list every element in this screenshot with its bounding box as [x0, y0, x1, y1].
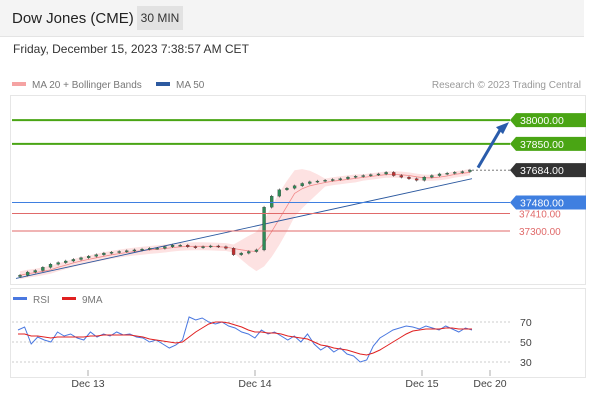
candle-body — [71, 259, 76, 262]
candle-body — [231, 248, 236, 255]
legend-ma50: MA 50 — [156, 80, 204, 92]
legend-bb: MA 20 + Bollinger Bands — [12, 80, 142, 92]
timeframe-badge[interactable]: 30 MIN — [137, 6, 183, 30]
candle-body — [384, 172, 388, 175]
ma50-line — [15, 178, 473, 279]
x-tick-label: Dec 20 — [473, 378, 506, 390]
level-label: 37850.00 — [520, 139, 564, 151]
candle-body — [132, 249, 137, 252]
x-tick-label: Dec 13 — [71, 378, 104, 390]
x-tick-label: Dec 15 — [405, 378, 438, 390]
rsi-ma-line — [18, 321, 472, 356]
candle-body — [140, 248, 144, 251]
candle-body — [170, 245, 175, 247]
candle-body — [155, 248, 159, 250]
level-label: 37480.00 — [520, 197, 564, 209]
level-label: 37300.00 — [519, 227, 561, 238]
candle-body — [308, 181, 312, 184]
candle-body — [163, 246, 167, 249]
support-price-tag — [510, 195, 586, 210]
credit-text: Research © 2023 Trading Central — [431, 80, 581, 91]
timestamp: Friday, December 15, 2023 7:38:57 AM CET — [13, 42, 249, 56]
candle-body — [369, 174, 373, 176]
candle-body — [445, 173, 449, 175]
candle-body — [392, 172, 396, 176]
candle-body — [79, 257, 83, 260]
candle-body — [64, 260, 68, 263]
candle-body — [414, 178, 419, 181]
candle-body — [376, 173, 381, 176]
level-label: 37684.00 — [520, 165, 564, 177]
candle-body — [201, 246, 205, 248]
candle-body — [94, 254, 98, 257]
candle-body — [254, 249, 259, 252]
candle-body — [437, 173, 442, 176]
candle-body — [86, 256, 91, 258]
rsi-swatch — [13, 297, 27, 300]
candle-body — [25, 271, 30, 276]
candle-body — [323, 180, 327, 182]
candle-body — [48, 264, 53, 268]
rsi-ma-legend-label: 9MA — [82, 295, 103, 306]
candle-body — [178, 245, 182, 247]
rsi-tick-label: 30 — [520, 357, 532, 369]
candle-body — [270, 195, 274, 208]
x-tick-label: Dec 14 — [238, 378, 271, 390]
candle-body — [300, 183, 304, 186]
candle-body — [430, 175, 434, 178]
level-label: 38000.00 — [520, 115, 564, 127]
candle-body — [407, 176, 411, 179]
candle-body — [18, 275, 22, 277]
instrument-title: Dow Jones (CME) — [12, 10, 134, 27]
candle-body — [247, 251, 251, 254]
candle-body — [315, 180, 320, 183]
candle-body — [209, 245, 213, 248]
current-price-tag — [510, 163, 586, 178]
candle-body — [361, 175, 365, 177]
bb-swatch — [12, 82, 26, 87]
candle-body — [453, 172, 457, 174]
candle-body — [277, 189, 281, 197]
candle-body — [102, 252, 106, 255]
candle-body — [338, 178, 342, 180]
candle-body — [460, 171, 465, 173]
rsi-ma-swatch — [62, 297, 76, 300]
rsi-legend-label: RSI — [33, 295, 50, 306]
candle-body — [399, 175, 404, 178]
legend-bb-label: MA 20 + Bollinger Bands — [32, 80, 142, 91]
forecast-arrow-shaft — [476, 129, 502, 169]
candle-body — [193, 246, 198, 248]
candle-body — [422, 176, 426, 181]
rsi-tick-label: 70 — [520, 317, 532, 329]
candle-body — [262, 207, 266, 251]
candle-body — [216, 245, 220, 248]
candle-body — [56, 262, 60, 265]
rsi-line — [17, 316, 473, 363]
candle-body — [331, 179, 335, 181]
candle-body — [292, 185, 297, 189]
candle-body — [125, 250, 129, 252]
candle-body — [117, 251, 121, 253]
candle-body — [285, 188, 289, 190]
candle-body — [148, 248, 152, 250]
resistance-price-tag — [510, 136, 586, 151]
resistance-price-tag — [510, 113, 586, 128]
chart-header: Dow Jones (CME) 30 MIN — [0, 0, 584, 37]
candle-body — [224, 246, 228, 249]
candle-body — [41, 267, 45, 271]
legend-ma50-label: MA 50 — [176, 80, 205, 91]
candle-body — [109, 252, 114, 254]
candle-body — [346, 176, 350, 179]
candle-body — [353, 176, 358, 178]
candle-body — [186, 245, 190, 247]
candle-body — [239, 252, 243, 255]
level-label: 37410.00 — [519, 210, 561, 221]
rsi-tick-label: 50 — [520, 337, 532, 349]
forecast-arrowhead — [496, 122, 509, 135]
ma50-swatch — [156, 82, 170, 87]
candle-body — [33, 270, 37, 273]
